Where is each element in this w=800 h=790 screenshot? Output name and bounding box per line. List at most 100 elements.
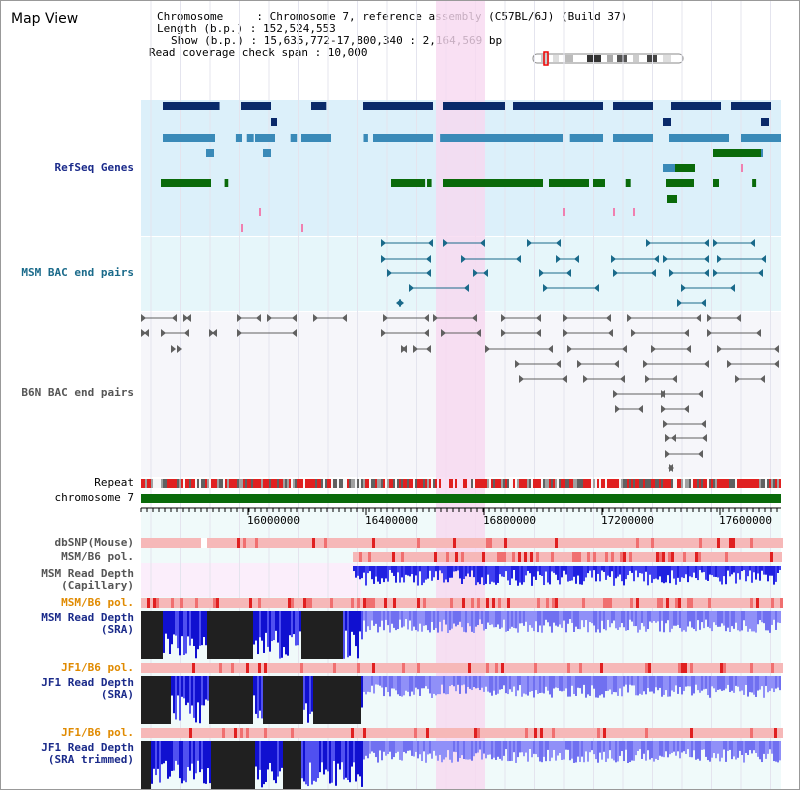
msm-b6-pol-strip: [291, 598, 294, 608]
repeat-element: [205, 479, 207, 488]
msm-sra-depth-bar: [275, 611, 277, 631]
msm-b6-pol-strip: [558, 598, 561, 608]
jf1-sra-depth-bar: [429, 676, 431, 694]
msm-sra-depth-bar: [657, 611, 659, 622]
track-label-dbsnp[interactable]: dbSNP(Mouse): [54, 536, 134, 549]
msm-sra-depth-bar: [705, 611, 707, 620]
jf1-b6-pol-strip: [408, 728, 411, 738]
jf1-b6-pol-strip: [750, 663, 753, 673]
capillary-depth-bar: [423, 566, 425, 583]
msm-sra-depth-bar: [695, 611, 697, 632]
msm-sra-depth-bar: [241, 611, 243, 659]
jf1-trim-depth-bar: [697, 741, 699, 759]
jf1-trim-depth-bar: [513, 741, 515, 753]
track-label-msm-bac[interactable]: MSM BAC end pairs: [21, 266, 134, 279]
msm-b6-pol-strip: [384, 598, 387, 608]
jf1-b6-pol-strip: [552, 728, 555, 738]
jf1-b6-pol-strip: [480, 728, 483, 738]
jf1-b6-pol-strip: [180, 663, 183, 673]
jf1-b6-pol-strip: [702, 663, 705, 673]
jf1-sra-depth-bar: [775, 676, 777, 689]
jf1-b6-pol-strip: [216, 728, 219, 738]
track-label-msm-b6-pol-2[interactable]: MSM/B6 pol.: [61, 596, 134, 609]
jf1-b6-pol-strip: [252, 663, 255, 673]
msm-b6-pol-strip: [738, 598, 741, 608]
track-label-jf1-depth-trim[interactable]: JF1 Read Depth (SRA trimmed): [41, 742, 134, 766]
msm-b6-pol-strip: [306, 598, 309, 608]
jf1-b6-pol-strip: [705, 728, 708, 738]
jf1-b6-pol-strip: [471, 663, 474, 673]
msm-sra-depth-bar: [625, 611, 627, 631]
msm-sra-depth-bar: [571, 611, 573, 623]
b6n-bac-pair-end: [698, 450, 703, 458]
msm-sra-depth-bar: [245, 611, 247, 659]
msm-sra-depth-bar: [505, 611, 507, 632]
track-label-msm-b6-pol-1[interactable]: MSM/B6 pol.: [61, 550, 134, 563]
jf1-b6-pol-strip: [627, 728, 630, 738]
msm-bac-pair-end: [426, 269, 431, 277]
track-label-refseq[interactable]: RefSeq Genes: [54, 161, 134, 174]
msm-sra-depth-bar: [463, 611, 465, 632]
capillary-depth-bar: [477, 566, 479, 583]
msm-b6-pol-strip: [635, 552, 638, 562]
jf1-sra-depth-bar: [337, 676, 339, 724]
track-label-msm-depth-cap[interactable]: MSM Read Depth (Capillary): [41, 568, 134, 592]
jf1-sra-depth-bar: [551, 676, 553, 698]
msm-sra-depth-bar: [779, 611, 781, 624]
capillary-depth-bar: [687, 566, 689, 583]
dbsnp-strip: [762, 538, 765, 548]
dbsnp-strip: [729, 538, 732, 548]
jf1-sra-depth-bar: [163, 676, 165, 724]
msm-b6-pol-strip: [377, 552, 380, 562]
jf1-trim-depth-bar: [347, 741, 349, 781]
jf1-trim-depth-bar: [343, 741, 345, 780]
track-label-jf1-b6-pol-1[interactable]: JF1/B6 pol.: [61, 661, 134, 674]
dbsnp-strip: [309, 538, 312, 548]
jf1-sra-depth-bar: [543, 676, 545, 694]
jf1-b6-pol-strip: [303, 663, 306, 673]
dbsnp-strip: [375, 538, 378, 548]
msm-sra-depth-bar: [671, 611, 673, 629]
repeat-element: [563, 479, 565, 488]
jf1-b6-pol-strip: [453, 663, 456, 673]
gene-feature: [424, 134, 428, 142]
capillary-depth-bar: [671, 566, 673, 571]
dbsnp-strip: [372, 538, 375, 548]
jf1-b6-pol-strip: [600, 728, 603, 738]
jf1-sra-depth-bar: [631, 676, 633, 686]
jf1-trim-depth-bar: [653, 741, 655, 762]
dbsnp-strip: [318, 538, 321, 548]
repeat-element: [779, 479, 781, 488]
jf1-sra-depth-bar: [351, 676, 353, 724]
jf1-trim-depth-bar: [529, 741, 531, 750]
jf1-b6-pol-strip: [297, 663, 300, 673]
dbsnp-strip: [750, 538, 753, 548]
msm-b6-pol-strip: [567, 598, 570, 608]
track-label-jf1-b6-pol-2[interactable]: JF1/B6 pol.: [61, 726, 134, 739]
jf1-trim-depth-bar: [385, 741, 387, 756]
jf1-trim-depth-bar: [261, 741, 263, 788]
jf1-trim-depth-bar: [251, 741, 253, 789]
jf1-trim-depth-bar: [721, 741, 723, 758]
jf1-b6-pol-strip: [615, 728, 618, 738]
msm-sra-depth-bar: [455, 611, 457, 627]
b6n-bac-pair-end: [424, 314, 429, 322]
jf1-trim-depth-bar: [357, 741, 359, 775]
jf1-trim-depth-bar: [543, 741, 545, 757]
msm-b6-pol-strip: [348, 598, 351, 608]
track-label-b6n-bac[interactable]: B6N BAC end pairs: [21, 386, 134, 399]
msm-b6-pol-strip: [744, 598, 747, 608]
jf1-b6-pol-strip: [606, 663, 609, 673]
jf1-sra-depth-bar: [767, 676, 769, 693]
track-label-msm-depth-sra[interactable]: MSM Read Depth (SRA): [41, 612, 134, 636]
repeat-element: [219, 479, 221, 488]
jf1-b6-pol-strip: [624, 728, 627, 738]
repeat-element: [539, 479, 541, 488]
jf1-trim-depth-bar: [497, 741, 499, 757]
track-label-jf1-depth-sra[interactable]: JF1 Read Depth (SRA): [41, 677, 134, 701]
jf1-trim-depth-bar: [689, 741, 691, 758]
msm-b6-pol-strip: [393, 598, 396, 608]
jf1-trim-depth-bar: [591, 741, 593, 751]
